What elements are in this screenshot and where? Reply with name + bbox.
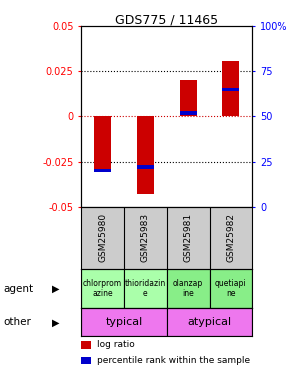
Bar <box>222 88 240 91</box>
Text: GSM25980: GSM25980 <box>98 213 107 262</box>
Bar <box>137 165 154 169</box>
Bar <box>124 269 167 308</box>
Text: GSM25982: GSM25982 <box>226 213 235 262</box>
Text: GSM25983: GSM25983 <box>141 213 150 262</box>
Bar <box>167 308 252 336</box>
Bar <box>94 169 111 172</box>
Bar <box>81 269 124 308</box>
Bar <box>222 60 240 117</box>
Bar <box>81 341 91 349</box>
Text: ▶: ▶ <box>52 284 60 294</box>
Text: percentile rank within the sample: percentile rank within the sample <box>97 356 250 365</box>
Bar <box>81 357 91 364</box>
Bar <box>137 117 154 194</box>
Text: thioridazin
e: thioridazin e <box>125 279 166 298</box>
Text: atypical: atypical <box>187 317 232 327</box>
Text: agent: agent <box>3 284 33 294</box>
Text: chlorprom
azine: chlorprom azine <box>83 279 122 298</box>
Title: GDS775 / 11465: GDS775 / 11465 <box>115 13 218 26</box>
Text: olanzap
ine: olanzap ine <box>173 279 203 298</box>
Text: ▶: ▶ <box>52 317 60 327</box>
Text: other: other <box>3 317 31 327</box>
Bar <box>210 269 252 308</box>
Bar <box>81 308 167 336</box>
Text: quetiapi
ne: quetiapi ne <box>215 279 247 298</box>
Text: log ratio: log ratio <box>97 340 134 350</box>
Text: GSM25981: GSM25981 <box>184 213 193 262</box>
Text: typical: typical <box>105 317 143 327</box>
Bar <box>94 117 111 172</box>
Bar <box>167 269 209 308</box>
Bar <box>180 80 197 117</box>
Bar <box>180 111 197 114</box>
